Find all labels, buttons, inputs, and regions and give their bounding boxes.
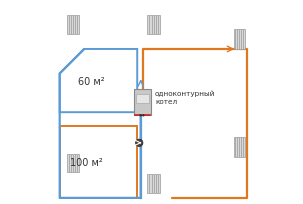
Text: 100 м²: 100 м² xyxy=(70,158,103,168)
Bar xyxy=(67,154,79,172)
Bar xyxy=(134,89,151,115)
Bar xyxy=(234,137,245,157)
Bar xyxy=(67,15,79,34)
Bar xyxy=(148,15,160,34)
Text: 60 м²: 60 м² xyxy=(78,76,105,87)
Circle shape xyxy=(139,114,142,116)
Bar xyxy=(234,29,245,49)
Bar xyxy=(148,174,160,193)
Circle shape xyxy=(142,114,145,116)
Text: одноконтурный
котел: одноконтурный котел xyxy=(155,90,215,105)
Bar xyxy=(136,94,149,103)
Circle shape xyxy=(135,139,143,146)
